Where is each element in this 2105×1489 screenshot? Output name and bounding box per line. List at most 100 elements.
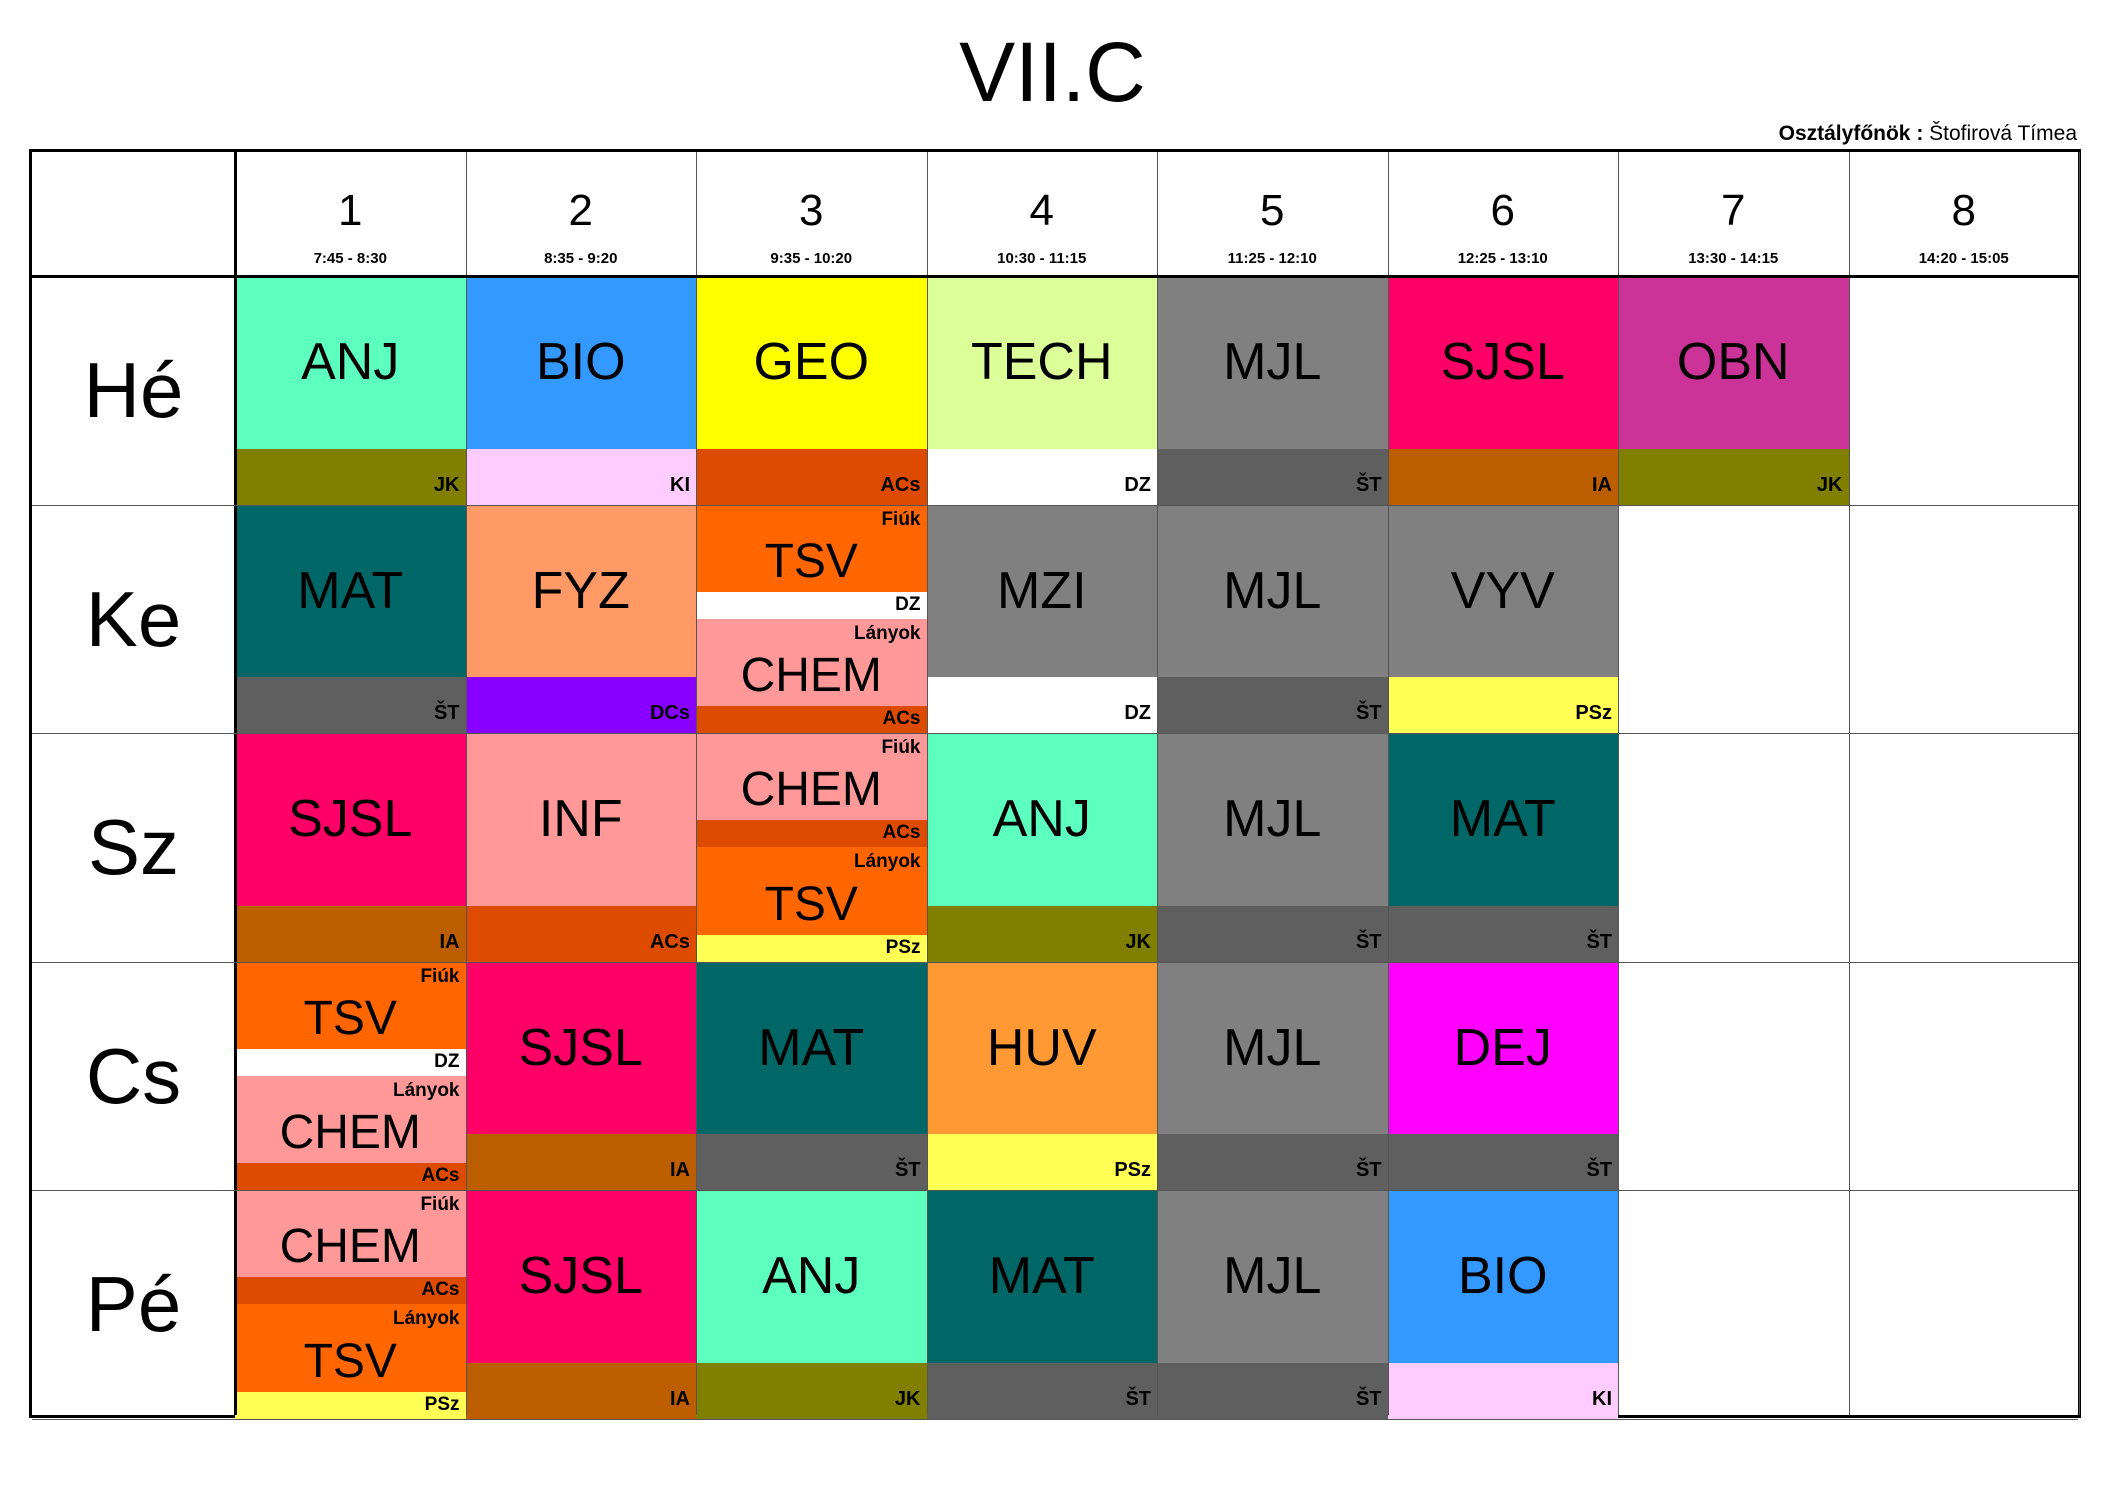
teacher-cell: ŠT [926, 1362, 1157, 1419]
lesson-cell[interactable]: HUV [926, 961, 1157, 1134]
grid-line [926, 152, 928, 1415]
lesson-cell[interactable]: MAT [1387, 733, 1618, 906]
lesson-cell[interactable]: FYZ [465, 504, 696, 677]
teacher-label: DZ [1124, 473, 1151, 496]
timetable-grid: 1 7:45 - 8:30 2 8:35 - 9:20 3 9:35 - 10:20 4 10… [29, 149, 2081, 1420]
teacher-label: ŠT [1355, 930, 1382, 953]
subject-label: CHEM [279, 1106, 421, 1159]
subject-label: BIO [535, 333, 626, 392]
teacher-cell: DZ [926, 448, 1157, 505]
lesson-cell[interactable]: GEO [696, 276, 927, 449]
grid-line [1157, 152, 1158, 1415]
teacher-cell: ŠT [1157, 448, 1388, 505]
lesson-cell[interactable]: SJSL [465, 961, 696, 1134]
lesson-cell[interactable]: SJSL [1387, 276, 1618, 449]
lesson-cell[interactable]: MJL [1157, 276, 1388, 449]
teacher-cell: DCs [465, 677, 696, 733]
grid-line [32, 733, 2078, 734]
teacher-label: KI [1592, 1387, 1612, 1410]
period-time: 14:20 - 15:05 [1918, 250, 2009, 267]
subject-label: TSV [303, 991, 397, 1045]
teacher-label: PSz [424, 1393, 460, 1415]
lesson-cell[interactable]: INF [465, 733, 696, 906]
teacher-cell: ŠT [235, 677, 466, 733]
lesson-cell[interactable]: ANJ [926, 733, 1157, 906]
period-number: 6 [1490, 186, 1515, 235]
subject-label: CHEM [279, 1220, 421, 1274]
teacher-cell: ŠT [1387, 1134, 1618, 1190]
subject-label: MJL [1223, 1018, 1322, 1077]
lesson-cell[interactable]: MJL [1157, 504, 1388, 677]
subject-label: MAT [297, 561, 404, 620]
period-time: 12:25 - 13:10 [1457, 250, 1548, 267]
period-number: 4 [1029, 186, 1054, 235]
teacher-cell: IA [1387, 448, 1618, 505]
subject-label: SJSL [1440, 333, 1565, 392]
lesson-cell[interactable]: SJSL [235, 733, 466, 906]
lesson-cell[interactable]: OBN [1618, 276, 1849, 449]
subject-label: TSV [764, 877, 858, 931]
lesson-cell[interactable]: ANJ [235, 276, 466, 449]
subject-label: MJL [1223, 561, 1322, 620]
teacher-cell: KI [1387, 1362, 1618, 1419]
group-label: Lányok [392, 1079, 460, 1101]
teacher-label: ŠT [1586, 1159, 1612, 1181]
teacher-cell: PSz [926, 1134, 1157, 1190]
grid-line [1848, 152, 1850, 1415]
lesson-part[interactable]: Fiúk CHEM [235, 1190, 466, 1278]
lesson-part[interactable]: Lányok TSV [235, 1304, 466, 1392]
lesson-cell[interactable]: MJL [1157, 1190, 1388, 1363]
lesson-cell[interactable]: DEJ [1387, 961, 1618, 1134]
day-label: Sz [87, 803, 180, 892]
lesson-cell[interactable]: BIO [1387, 1190, 1618, 1363]
lesson-cell[interactable]: VYV [1387, 504, 1618, 677]
teacher-cell: DZ [696, 591, 927, 619]
lesson-part[interactable]: Lányok CHEM [696, 618, 927, 706]
subject-label: VYV [1450, 561, 1555, 620]
subject-label: MAT [758, 1018, 865, 1077]
lesson-cell[interactable]: MJL [1157, 733, 1388, 906]
grid-line [234, 152, 237, 1415]
lesson-part[interactable]: Fiúk TSV [235, 961, 466, 1049]
lesson-cell[interactable]: MAT [696, 961, 927, 1134]
teacher-cell: JK [926, 905, 1157, 962]
subject-label: HUV [986, 1018, 1097, 1077]
lesson-cell[interactable]: MAT [235, 504, 466, 677]
period-number: 7 [1721, 186, 1746, 235]
lesson-part[interactable]: Lányok TSV [696, 847, 927, 935]
class-teacher: Osztályfőnök : Štofirová Tímea [1779, 122, 2077, 146]
period-number: 5 [1260, 186, 1285, 235]
teacher-label: PSz [1575, 702, 1612, 724]
teacher-cell: IA [235, 905, 466, 962]
teacher-label: IA [670, 1159, 690, 1181]
lesson-cell[interactable]: SJSL [465, 1190, 696, 1363]
day-label: Hé [83, 346, 184, 435]
lesson-cell[interactable]: MJL [1157, 961, 1388, 1134]
page-title: VII.C [959, 25, 1146, 119]
teacher-label: IA [670, 1387, 690, 1410]
period-time: 7:45 - 8:30 [313, 250, 387, 267]
lesson-part[interactable]: Fiúk CHEM [696, 733, 927, 821]
lesson-cell[interactable]: MAT [926, 1190, 1157, 1363]
group-label: Fiúk [881, 508, 921, 530]
subject-label: TSV [303, 1334, 397, 1388]
grid-line [1618, 152, 1619, 1415]
lesson-part[interactable]: Fiúk TSV [696, 504, 927, 592]
teacher-cell: DZ [926, 677, 1157, 733]
teacher-cell: ŠT [1157, 1362, 1388, 1419]
period-number: 8 [1951, 186, 1976, 235]
subject-label: MJL [1223, 790, 1322, 849]
lesson-cell[interactable]: ANJ [696, 1190, 927, 1363]
teacher-label: DZ [434, 1050, 460, 1072]
teacher-label: ACs [880, 473, 921, 496]
lesson-part[interactable]: Lányok CHEM [235, 1075, 466, 1163]
teacher-cell: PSz [1387, 677, 1618, 733]
lesson-cell[interactable]: TECH [926, 276, 1157, 449]
lesson-cell[interactable]: BIO [465, 276, 696, 449]
teacher-label: ACs [421, 1165, 460, 1186]
group-label: Lányok [392, 1308, 460, 1330]
grid-line [465, 152, 467, 1415]
subject-label: FYZ [531, 561, 630, 620]
group-label: Fiúk [420, 965, 460, 987]
lesson-cell[interactable]: MZI [926, 504, 1157, 677]
